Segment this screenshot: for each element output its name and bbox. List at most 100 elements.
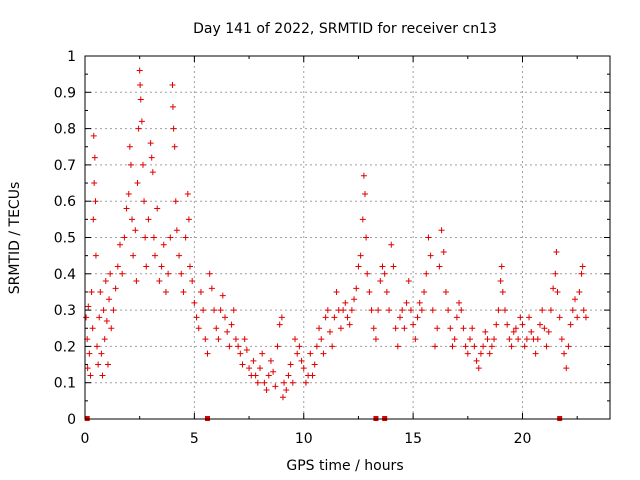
data-point: [523, 336, 530, 343]
y-tick-label: 0: [67, 412, 76, 428]
data-point: [467, 336, 473, 343]
data-point: [521, 343, 528, 350]
data-point: [285, 372, 292, 379]
data-point: [379, 263, 386, 270]
data-point: [189, 278, 196, 285]
data-point: [528, 328, 535, 335]
data-point: [173, 227, 180, 234]
data-point: [272, 383, 279, 390]
data-point: [206, 270, 213, 277]
data-point: [169, 82, 176, 89]
data-point: [202, 336, 209, 343]
data-point: [357, 252, 364, 259]
data-point: [576, 288, 583, 295]
data-point: [541, 325, 548, 332]
data-point: [515, 336, 522, 343]
data-point: [141, 198, 148, 205]
data-point: [449, 343, 456, 350]
data-point: [154, 205, 161, 212]
data-point: [553, 249, 560, 256]
x-tick-label: 15: [404, 431, 422, 447]
data-point: [88, 288, 95, 295]
data-point: [289, 379, 296, 386]
data-point: [469, 325, 476, 332]
data-point: [340, 307, 347, 314]
data-point: [204, 350, 211, 357]
data-point: [107, 270, 114, 277]
data-point: [552, 270, 559, 277]
data-point: [558, 336, 565, 343]
data-point: [302, 379, 309, 386]
data-point: [482, 328, 489, 335]
data-point: [458, 307, 465, 314]
data-point: [119, 270, 126, 277]
data-point: [582, 314, 589, 321]
data-point: [102, 278, 109, 285]
data-point: [497, 278, 504, 285]
data-point: [130, 252, 137, 259]
data-point: [320, 350, 327, 357]
data-point: [171, 143, 178, 150]
data-point: [425, 234, 432, 241]
data-point: [473, 357, 480, 364]
data-point: [359, 216, 366, 223]
data-point: [477, 350, 484, 357]
data-point: [432, 343, 438, 350]
data-point: [579, 263, 586, 270]
data-point: [488, 343, 495, 350]
data-point: [307, 350, 314, 357]
y-tick-label: 0.2: [54, 339, 76, 355]
data-point: [126, 143, 133, 150]
data-point: [300, 365, 307, 372]
data-point: [167, 234, 174, 241]
data-point: [484, 336, 491, 343]
axis-ticks: 00.10.20.30.40.50.60.70.80.910 5 10 15 20: [54, 49, 610, 447]
data-point: [333, 288, 340, 295]
y-tick-label: 0.4: [54, 267, 76, 283]
data-point: [99, 372, 106, 379]
chart-title: Day 141 of 2022, SRMTID for receiver cn1…: [193, 21, 497, 37]
data-point: [83, 314, 90, 321]
data-point: [309, 372, 316, 379]
data-point: [405, 278, 412, 285]
data-point: [182, 234, 189, 241]
x-tick-label: 10: [295, 431, 313, 447]
data-point: [298, 357, 305, 364]
data-point: [370, 325, 377, 332]
data-point: [416, 299, 423, 306]
data-point: [254, 379, 261, 386]
data-point: [230, 307, 237, 314]
data-point: [519, 321, 526, 328]
data-point: [200, 307, 207, 314]
data-point: [572, 296, 578, 303]
data-point: [143, 263, 150, 270]
data-point: [125, 190, 132, 197]
data-point: [114, 263, 121, 270]
data-point: [429, 307, 436, 314]
data-point: [84, 365, 91, 372]
data-point: [475, 365, 482, 372]
data-point: [383, 288, 390, 295]
data-point: [162, 288, 169, 295]
data-point: [252, 372, 259, 379]
data-point: [142, 234, 149, 241]
data-point: [87, 372, 94, 379]
data-point: [353, 285, 360, 292]
data-point: [438, 227, 445, 234]
data-point: [526, 314, 533, 321]
data-point: [134, 180, 141, 187]
data-point: [292, 336, 298, 343]
data-point: [348, 307, 355, 314]
data-point: [499, 288, 506, 295]
data-point: [232, 336, 239, 343]
data-point: [215, 336, 222, 343]
data-point: [191, 299, 198, 306]
data-point: [274, 343, 281, 350]
y-tick-label: 0.7: [54, 158, 76, 174]
data-point: [331, 314, 338, 321]
data-point: [92, 198, 99, 205]
data-point: [313, 343, 320, 350]
data-point: [86, 350, 93, 357]
data-point: [91, 180, 98, 187]
